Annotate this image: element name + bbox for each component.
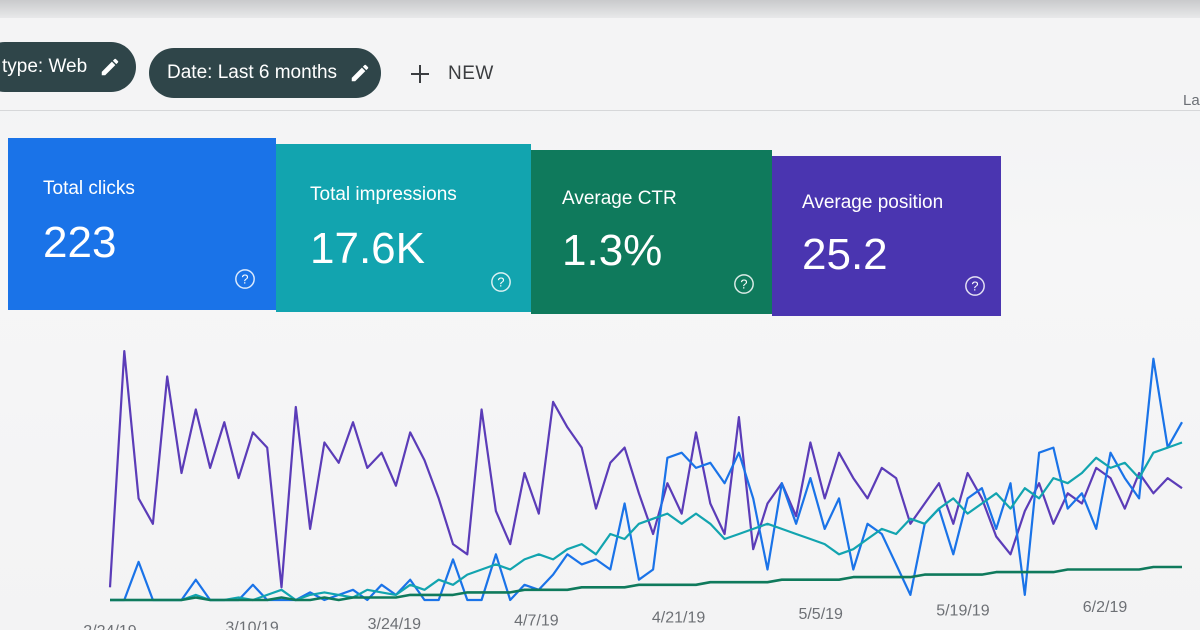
corner-truncated-text: La <box>1183 92 1200 109</box>
help-circle-icon[interactable]: ? <box>964 275 986 297</box>
metric-value: 1.3% <box>562 226 663 275</box>
metric-card-total-impressions[interactable]: Total impressions 17.6K ? <box>276 144 531 312</box>
svg-text:?: ? <box>241 272 248 287</box>
filter-chip-date[interactable]: Date: Last 6 months <box>149 48 381 98</box>
svg-text:?: ? <box>497 275 504 290</box>
chart-svg: 2/24/19 3/10/19 3/24/19 4/7/19 4/21/19 5/5/19… <box>83 349 1183 630</box>
metric-card-total-clicks[interactable]: Total clicks 223 ? <box>8 138 276 310</box>
x-tick-label: 2/24/19 <box>83 623 136 630</box>
new-filter-button[interactable]: NEW <box>408 62 494 86</box>
metric-label: Average position <box>802 192 944 213</box>
metric-label: Average CTR <box>562 188 677 209</box>
pencil-icon[interactable] <box>349 62 371 84</box>
series-line-3 <box>110 565 1182 602</box>
filter-toolbar: type: Web Date: Last 6 months NEW La <box>0 18 1200 111</box>
metric-value: 17.6K <box>310 224 425 273</box>
performance-chart[interactable]: 2/24/19 3/10/19 3/24/19 4/7/19 4/21/19 5/5/19… <box>0 318 1200 630</box>
x-tick-label: 3/24/19 <box>368 616 421 630</box>
x-tick-label: 5/19/19 <box>936 602 989 619</box>
svg-text:?: ? <box>971 279 978 294</box>
series-line-2 <box>110 441 1183 602</box>
help-circle-icon[interactable]: ? <box>490 271 512 293</box>
metric-label: Total impressions <box>310 184 457 205</box>
x-tick-label: 5/5/19 <box>798 606 843 623</box>
help-circle-icon[interactable]: ? <box>733 273 755 295</box>
series-line-0 <box>108 349 1183 589</box>
x-tick-label: 4/7/19 <box>514 613 559 630</box>
top-edge <box>0 0 1200 18</box>
x-tick-label: 6/2/19 <box>1083 599 1128 616</box>
x-tick-label: 4/21/19 <box>652 609 705 626</box>
metric-value: 223 <box>43 218 117 267</box>
filter-chip-date-label: Date: Last 6 months <box>167 62 338 83</box>
new-filter-label: NEW <box>448 63 494 84</box>
pencil-icon[interactable] <box>99 56 121 78</box>
metric-card-average-position[interactable]: Average position 25.2 ? <box>772 156 1001 316</box>
help-circle-icon[interactable]: ? <box>234 268 256 290</box>
filter-chip-type[interactable]: type: Web <box>0 42 136 92</box>
x-tick-label: 3/10/19 <box>225 620 278 630</box>
metric-card-average-ctr[interactable]: Average CTR 1.3% ? <box>531 150 772 314</box>
svg-text:?: ? <box>740 277 747 292</box>
filter-chip-type-label: type: Web <box>2 56 88 77</box>
metric-label: Total clicks <box>43 178 135 199</box>
plus-icon <box>411 65 429 83</box>
metric-value: 25.2 <box>802 230 888 279</box>
